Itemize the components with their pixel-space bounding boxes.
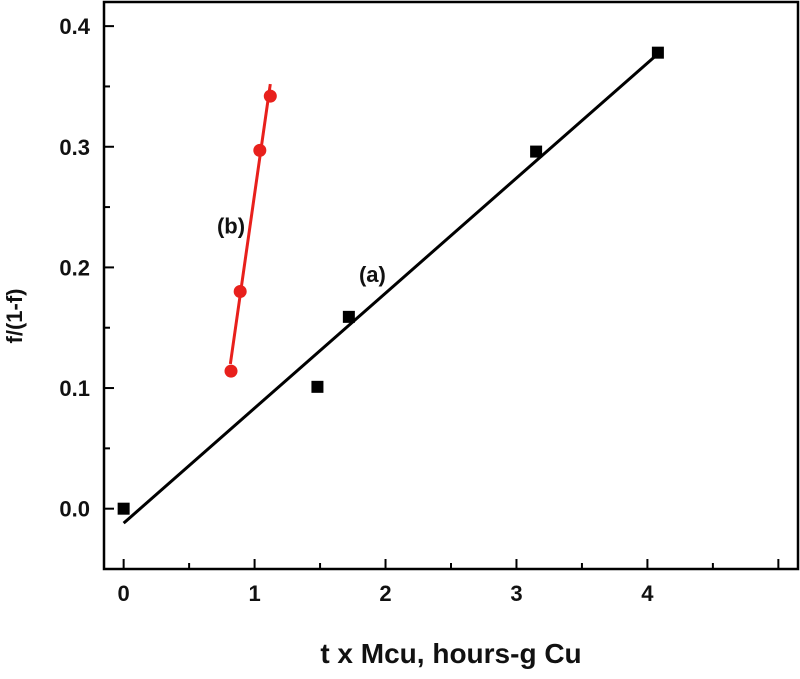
x-tick-label: 4 xyxy=(641,581,654,606)
x-axis-title: t x Mcu, hours-g Cu xyxy=(320,638,581,669)
data-point-series-a xyxy=(311,380,324,393)
data-point-series-b xyxy=(224,364,238,378)
data-point-series-a xyxy=(117,502,130,515)
x-tick-label: 2 xyxy=(379,581,391,606)
data-point-series-a xyxy=(342,310,355,323)
y-tick-label: 0.1 xyxy=(59,376,90,401)
data-point-series-b xyxy=(263,89,277,103)
x-tick-label: 1 xyxy=(248,581,260,606)
series-annotation: (a) xyxy=(359,262,386,287)
x-tick-label: 0 xyxy=(118,581,130,606)
series-annotation: (b) xyxy=(217,214,245,239)
fit-line-series-b xyxy=(228,83,272,365)
data-point-series-b xyxy=(253,143,267,157)
fit-line-series-a xyxy=(122,52,659,525)
data-point-series-a xyxy=(530,145,543,158)
y-tick-label: 0.2 xyxy=(59,255,90,280)
x-tick-label: 3 xyxy=(510,581,522,606)
plot-frame xyxy=(102,0,800,571)
y-axis-title: f/(1-f) xyxy=(2,289,27,344)
data-point-series-a xyxy=(651,46,664,59)
y-tick-label: 0.3 xyxy=(59,135,90,160)
y-tick-label: 0.4 xyxy=(59,14,90,39)
y-tick-label: 0.0 xyxy=(59,497,90,522)
data-point-series-b xyxy=(233,285,247,299)
